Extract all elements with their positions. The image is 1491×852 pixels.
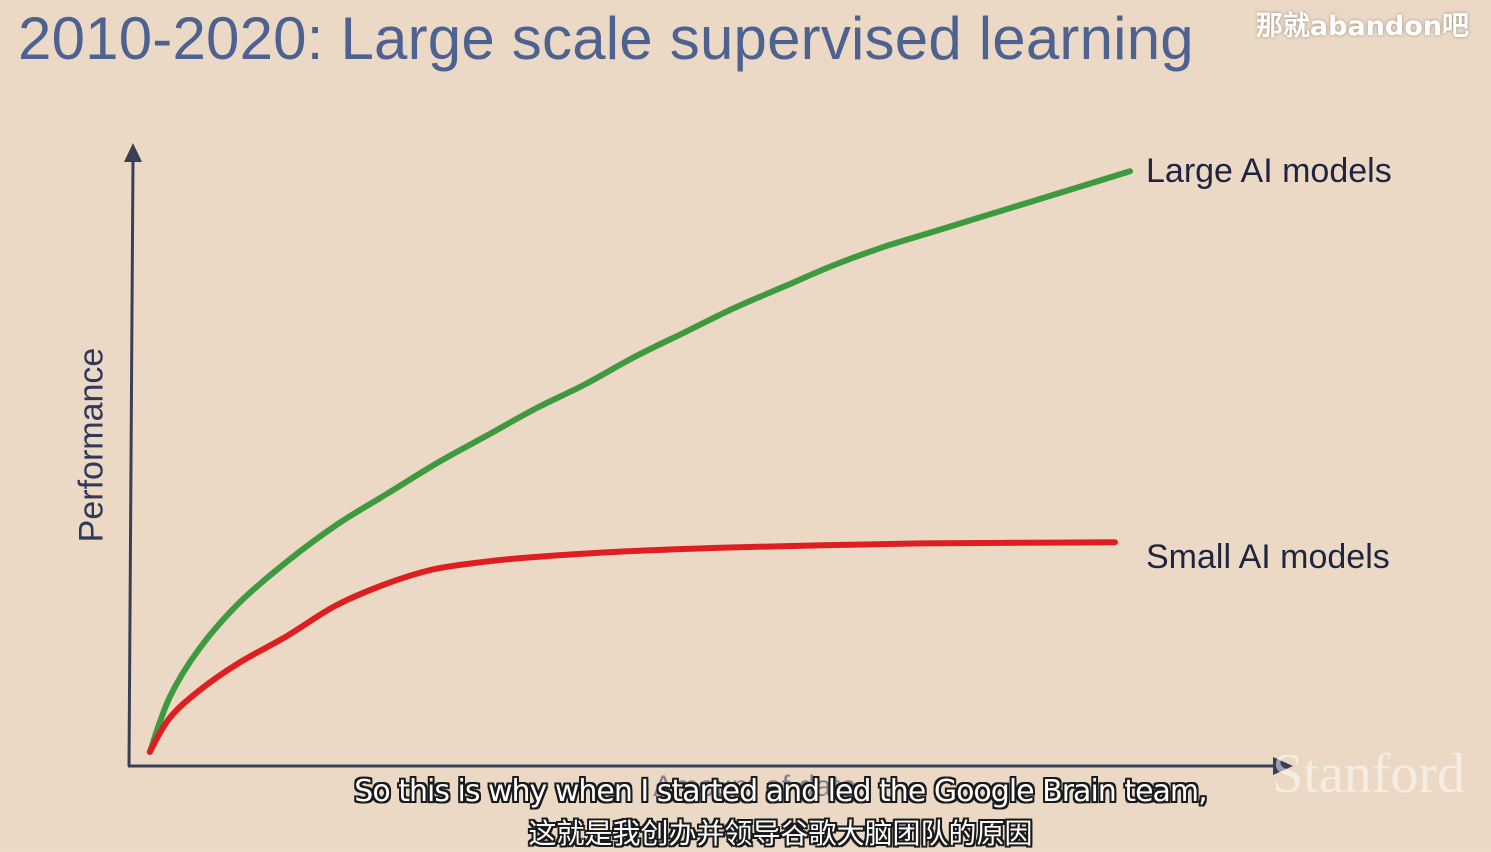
subtitle-chinese: 这就是我创办并领导谷歌大脑团队的原因 [528,817,1033,850]
series-line-large-ai-models [146,168,1133,755]
series-label-large-ai-models: Large AI models [1146,152,1392,190]
series-line-small-ai-models [146,539,1118,755]
y-axis [127,159,135,767]
chart-axes [124,143,1293,775]
subtitle-english: So this is why when I started and led th… [354,774,1207,809]
stanford-logo: Stanford [1272,743,1465,805]
series-label-small-ai-models: Small AI models [1146,538,1390,576]
x-axis-label: Amount of data [653,770,857,803]
slide-title: 2010-2020: Large scale supervised learni… [18,5,1194,72]
y-axis-arrowhead [124,143,142,162]
x-axis-arrowhead [1273,757,1293,775]
series-layer [146,168,1133,755]
channel-watermark: 那就abandon吧 [1255,11,1469,42]
y-axis-label: Performance [72,347,111,543]
